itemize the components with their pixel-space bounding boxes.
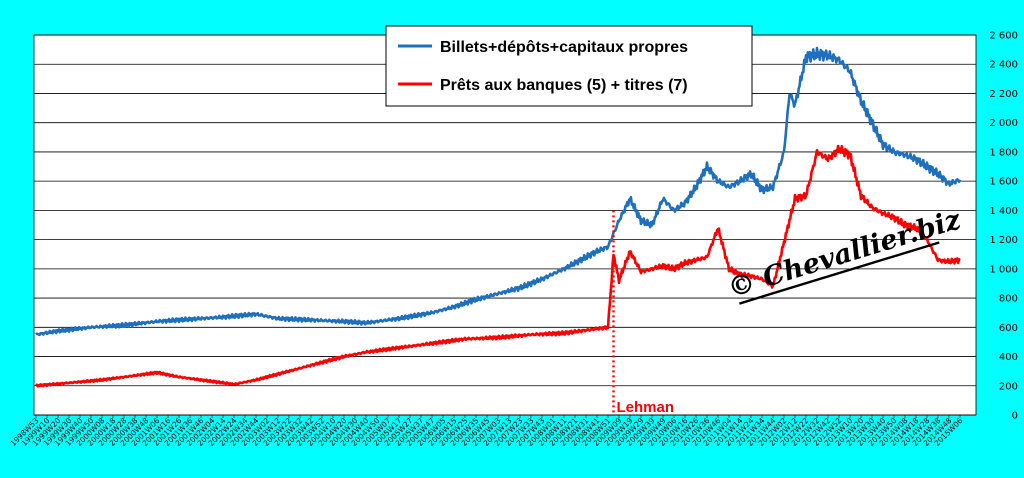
y-tick-label: 2 400	[989, 60, 1018, 71]
y-tick-label: 600	[999, 323, 1018, 334]
y-tick-label: 0	[1012, 411, 1018, 422]
legend-label-1: Prêts aux banques (5) + titres (7)	[440, 77, 688, 94]
y-tick-label: 2 600	[989, 31, 1018, 42]
y-axis-ticks: 0 200 400 600 800 1 000 1 200 1 400 1 600 1 800 2 …	[989, 31, 1018, 422]
watermark-underline	[739, 241, 940, 305]
y-tick-label: 1 800	[989, 147, 1018, 158]
y-tick-label: 400	[999, 352, 1018, 363]
y-tick-label: 1 000	[989, 264, 1018, 275]
y-tick-label: 2 000	[989, 118, 1018, 129]
y-tick-label: 800	[999, 294, 1018, 305]
y-tick-label: 1 600	[989, 177, 1018, 188]
series-line-1	[34, 144, 961, 388]
y-tick-label: 200	[999, 381, 1018, 392]
y-tick-label: 1 400	[989, 206, 1018, 217]
legend-label-0: Billets+dépôts+capitaux propres	[440, 39, 688, 56]
legend: Billets+dépôts+capitaux propres Prêts au…	[385, 25, 753, 107]
series-line-0	[35, 46, 962, 337]
legend-box	[385, 25, 753, 107]
y-tick-label: 2 200	[989, 89, 1018, 100]
lehman-label: Lehman	[617, 399, 675, 416]
y-tick-label: 1 200	[989, 235, 1018, 246]
x-axis-ticks: 1998W531999W101999W201999W301999W401999W…	[9, 415, 965, 448]
series-lines	[34, 46, 962, 388]
